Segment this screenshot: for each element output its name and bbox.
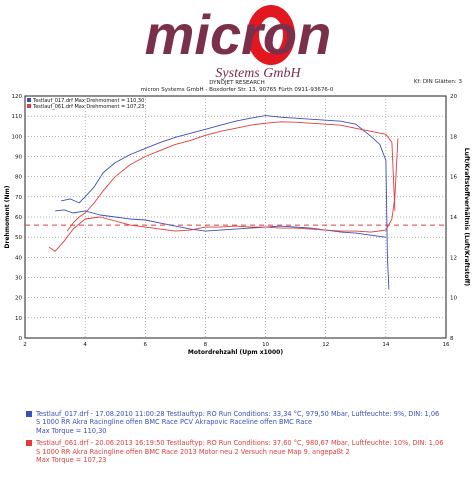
y-tick-right: 10: [450, 296, 457, 302]
legend-swatch-red: [26, 440, 32, 447]
legend-run-061-line-3: Max Torque = 107,23: [36, 456, 107, 465]
inset-legend-text-0: Testlauf_017.drf Max Drehmoment = 110,30: [32, 98, 144, 104]
legend-run-061-line-2: S 1000 RR Akra Racingline offen BMC Race…: [36, 447, 350, 456]
legend-entry-run-017: Testlauf_017.drf - 17.08.2010 11:00:28 T…: [26, 410, 466, 435]
header-address: micron Systems GmbH - Boxdorfer Str. 13,…: [140, 87, 334, 93]
y-tick-right: 16: [450, 175, 457, 181]
run-legend: Testlauf_017.drf - 17.08.2010 11:00:28 T…: [26, 410, 466, 468]
series-line-3: [48, 138, 399, 252]
y-axis-label-right: Luft/Kraftstoffverhältnis (Luft/Kraftsto…: [463, 148, 470, 287]
y-tick-left: 100: [12, 134, 23, 140]
y-tick-left: 60: [15, 215, 22, 221]
y-tick-left: 10: [15, 316, 22, 322]
legend-run-017-line-3: Max Torque = 110,30: [36, 426, 107, 435]
legend-run-017-line-1: Testlauf_017.drf - 17.08.2010 11:00:28 T…: [36, 410, 440, 418]
inset-legend-swatch-0: [27, 98, 31, 102]
y-tick-right: 12: [450, 255, 457, 261]
x-tick: 14: [382, 342, 389, 348]
y-tick-left: 80: [15, 175, 22, 181]
y-tick-right: 18: [450, 134, 457, 140]
x-tick: 8: [204, 342, 208, 348]
y-axis-label-left: Drehmoment (Nm): [4, 185, 11, 248]
y-tick-left: 50: [15, 235, 22, 241]
y-tick-left: 0: [19, 336, 23, 342]
y-tick-left: 30: [15, 276, 22, 282]
y-tick-left: 110: [12, 114, 23, 120]
y-tick-right: 14: [450, 215, 457, 221]
y-tick-left: 70: [15, 195, 22, 201]
x-tick: 16: [443, 342, 450, 348]
legend-run-017-line-2: S 1000 RR Akra Racingline offen BMC Race…: [36, 418, 313, 427]
y-tick-right: 8: [450, 336, 454, 342]
legend-run-061-line-1: Testlauf_061.drf - 20.06.2013 16:19:50 T…: [36, 439, 444, 448]
legend-swatch-blue: [26, 411, 32, 417]
micron-logo: micron Systems GmbH: [145, 3, 332, 81]
x-tick: 6: [144, 342, 148, 348]
inset-legend-text-1: Testlauf_061.drf Max Drehmoment = 107,23: [32, 104, 144, 110]
x-tick: 10: [262, 342, 269, 348]
legend-entry-run-061: Testlauf_061.drf - 20.06.2013 16:19:50 T…: [26, 439, 466, 464]
y-tick-left: 20: [15, 296, 22, 302]
y-tick-left: 40: [15, 255, 22, 261]
header-company: DYNOJET RESEARCH: [209, 80, 265, 86]
x-axis-label: Motordrehzahl (Upm x1000): [188, 349, 283, 356]
x-tick: 2: [23, 342, 27, 348]
y-tick-left: 90: [15, 155, 22, 161]
inset-legend-swatch-1: [27, 104, 31, 108]
x-tick: 4: [83, 342, 87, 348]
y-tick-left: 120: [12, 94, 23, 100]
series-line-1: [66, 121, 396, 232]
x-tick: 12: [322, 342, 329, 348]
y-tick-right: 20: [450, 94, 457, 100]
logo-word: micron: [145, 3, 332, 66]
logo-subtitle: Systems GmbH: [215, 66, 301, 81]
header-kf-settings: Kf: DIN Glätten: 3: [413, 79, 462, 85]
dyno-chart: 0 10 20 30 40 50 60 70 80 90 100 110 120 2 4 6 8 10 12 14 16…: [4, 94, 470, 356]
